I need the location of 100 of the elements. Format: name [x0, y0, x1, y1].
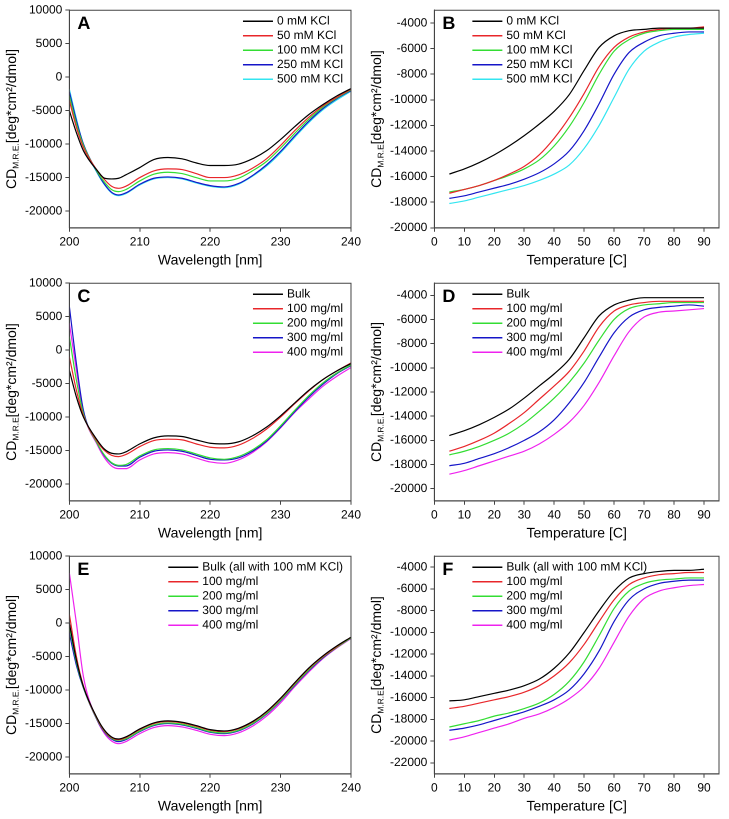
y-tick-label: -20000	[24, 749, 63, 764]
y-tick-label: 0	[56, 615, 63, 630]
y-tick-label: -4000	[396, 559, 428, 574]
y-tick-label: -14000	[390, 143, 428, 158]
y-tick-label: -20000	[24, 476, 63, 490]
legend-label: 100 mg/ml	[506, 301, 562, 316]
y-tick-label: -16000	[390, 432, 428, 447]
y-tick-label: -6000	[396, 312, 428, 326]
x-tick-label: 30	[518, 507, 532, 522]
y-tick-label: -4000	[396, 288, 428, 302]
legend-label: 200 mg/ml	[506, 316, 562, 330]
x-axis-title: Temperature [C]	[526, 251, 627, 268]
y-tick-label: -5000	[32, 648, 63, 663]
x-tick-label: 230	[270, 780, 291, 794]
legend-label: 0 mM KCl	[276, 14, 330, 28]
y-tick-label: -12000	[390, 384, 428, 398]
x-tick-label: 220	[200, 507, 221, 522]
y-tick-label: 0	[56, 342, 63, 356]
y-tick-label: 0	[56, 69, 63, 84]
x-tick-label: 60	[607, 780, 622, 794]
x-tick-label: 230	[270, 507, 291, 522]
chart-title: C	[77, 286, 90, 306]
x-tick-label: 20	[488, 507, 502, 522]
y-tick-label: -15000	[24, 442, 63, 457]
y-tick-label: -16000	[390, 690, 428, 704]
x-tick-label: 10	[458, 234, 472, 248]
legend-label: Bulk (all with 100 mM KCl)	[506, 560, 648, 574]
x-tick-label: 0	[431, 234, 438, 248]
legend-label: 400 mg/ml	[506, 344, 562, 359]
y-tick-label: -10000	[390, 624, 428, 639]
y-tick-label: 10000	[28, 548, 63, 563]
y-tick-label: -8000	[396, 336, 428, 350]
y-axis-title: CDM.R.E.[deg*cm²/dmol]	[2, 595, 21, 735]
x-tick-label: 90	[697, 780, 712, 794]
y-tick-label: -10000	[24, 136, 63, 150]
x-tick-label: 0	[431, 507, 438, 522]
chart-title: E	[77, 559, 90, 580]
y-tick-label: -8000	[396, 66, 428, 81]
legend-label: 200 mg/ml	[286, 316, 343, 330]
legend-label: 100 mg/ml	[506, 574, 562, 588]
y-tick-label: -18000	[390, 194, 428, 209]
legend-label: 250 mM KCl	[276, 57, 344, 72]
x-tick-label: 200	[59, 780, 80, 794]
y-tick-label: -6000	[396, 581, 428, 596]
y-tick-label: -10000	[390, 360, 428, 374]
legend-label: 100 mM KCl	[506, 42, 572, 57]
x-tick-label: 30	[518, 234, 532, 248]
legend-label: 100 mg/ml	[202, 574, 258, 588]
x-tick-label: 230	[270, 234, 291, 248]
y-tick-label: 5000	[36, 308, 63, 323]
y-axis-title: CDM.R.E.[deg*cm²/dmol]	[368, 322, 386, 462]
x-tick-label: 40	[548, 780, 562, 794]
x-tick-label: 60	[607, 234, 622, 248]
y-tick-label: -15000	[24, 170, 63, 184]
chart-title: D	[442, 286, 456, 306]
x-tick-label: 20	[488, 780, 502, 794]
legend-label: 300 mg/ml	[286, 330, 343, 344]
x-tick-label: 210	[130, 234, 150, 248]
x-tick-label: 60	[607, 507, 622, 522]
y-axis-title: CDM.R.E[deg*cm²/dmol]	[368, 50, 386, 188]
y-tick-label: -20000	[24, 203, 63, 218]
x-axis-title: Wavelength [nm]	[158, 251, 262, 268]
x-tick-label: 210	[130, 780, 150, 794]
y-tick-label: -5000	[32, 102, 63, 117]
y-tick-label: -12000	[390, 118, 428, 132]
legend-label: Bulk (all with 100 mM KCl)	[202, 560, 343, 574]
x-tick-label: 20	[488, 234, 502, 248]
y-tick-label: -15000	[24, 716, 63, 730]
legend-label: 300 mg/ml	[202, 603, 258, 618]
y-axis-title: CDM.R.E[deg*cm²/dmol]	[2, 323, 21, 461]
y-axis-title: CDM.R.E[deg*cm²/dmol]	[368, 596, 386, 734]
y-tick-label: -18000	[390, 712, 428, 726]
chart-title: A	[77, 13, 90, 34]
y-tick-label: -10000	[390, 92, 428, 106]
x-tick-label: 70	[637, 780, 652, 794]
legend-label: 200 mg/ml	[202, 588, 258, 603]
x-tick-label: 80	[667, 507, 682, 522]
legend-label: 100 mM KCl	[276, 42, 344, 57]
x-tick-label: 210	[130, 507, 150, 522]
x-tick-label: 50	[577, 780, 592, 794]
y-tick-label: -10000	[24, 409, 63, 424]
y-tick-label: -18000	[390, 456, 428, 471]
x-tick-label: 50	[577, 234, 592, 248]
y-tick-label: -20000	[390, 481, 428, 496]
legend-label: 250 mM KCl	[506, 57, 572, 72]
x-axis-title: Temperature [C]	[526, 797, 627, 814]
y-tick-label: -6000	[396, 40, 428, 55]
x-tick-label: 80	[667, 780, 682, 794]
x-tick-label: 90	[697, 507, 712, 522]
x-axis-title: Wavelength [nm]	[158, 524, 262, 540]
x-tick-label: 240	[340, 507, 362, 522]
x-tick-label: 70	[637, 507, 652, 522]
x-tick-label: 200	[59, 234, 80, 248]
legend-label: 400 mg/ml	[286, 344, 343, 359]
x-tick-label: 0	[431, 780, 438, 794]
y-tick-label: -14000	[390, 668, 428, 682]
x-tick-label: 10	[458, 507, 472, 522]
y-tick-label: 10000	[28, 2, 63, 17]
legend-label: 50 mM KCl	[276, 28, 336, 42]
legend-label: 400 mg/ml	[202, 618, 258, 632]
